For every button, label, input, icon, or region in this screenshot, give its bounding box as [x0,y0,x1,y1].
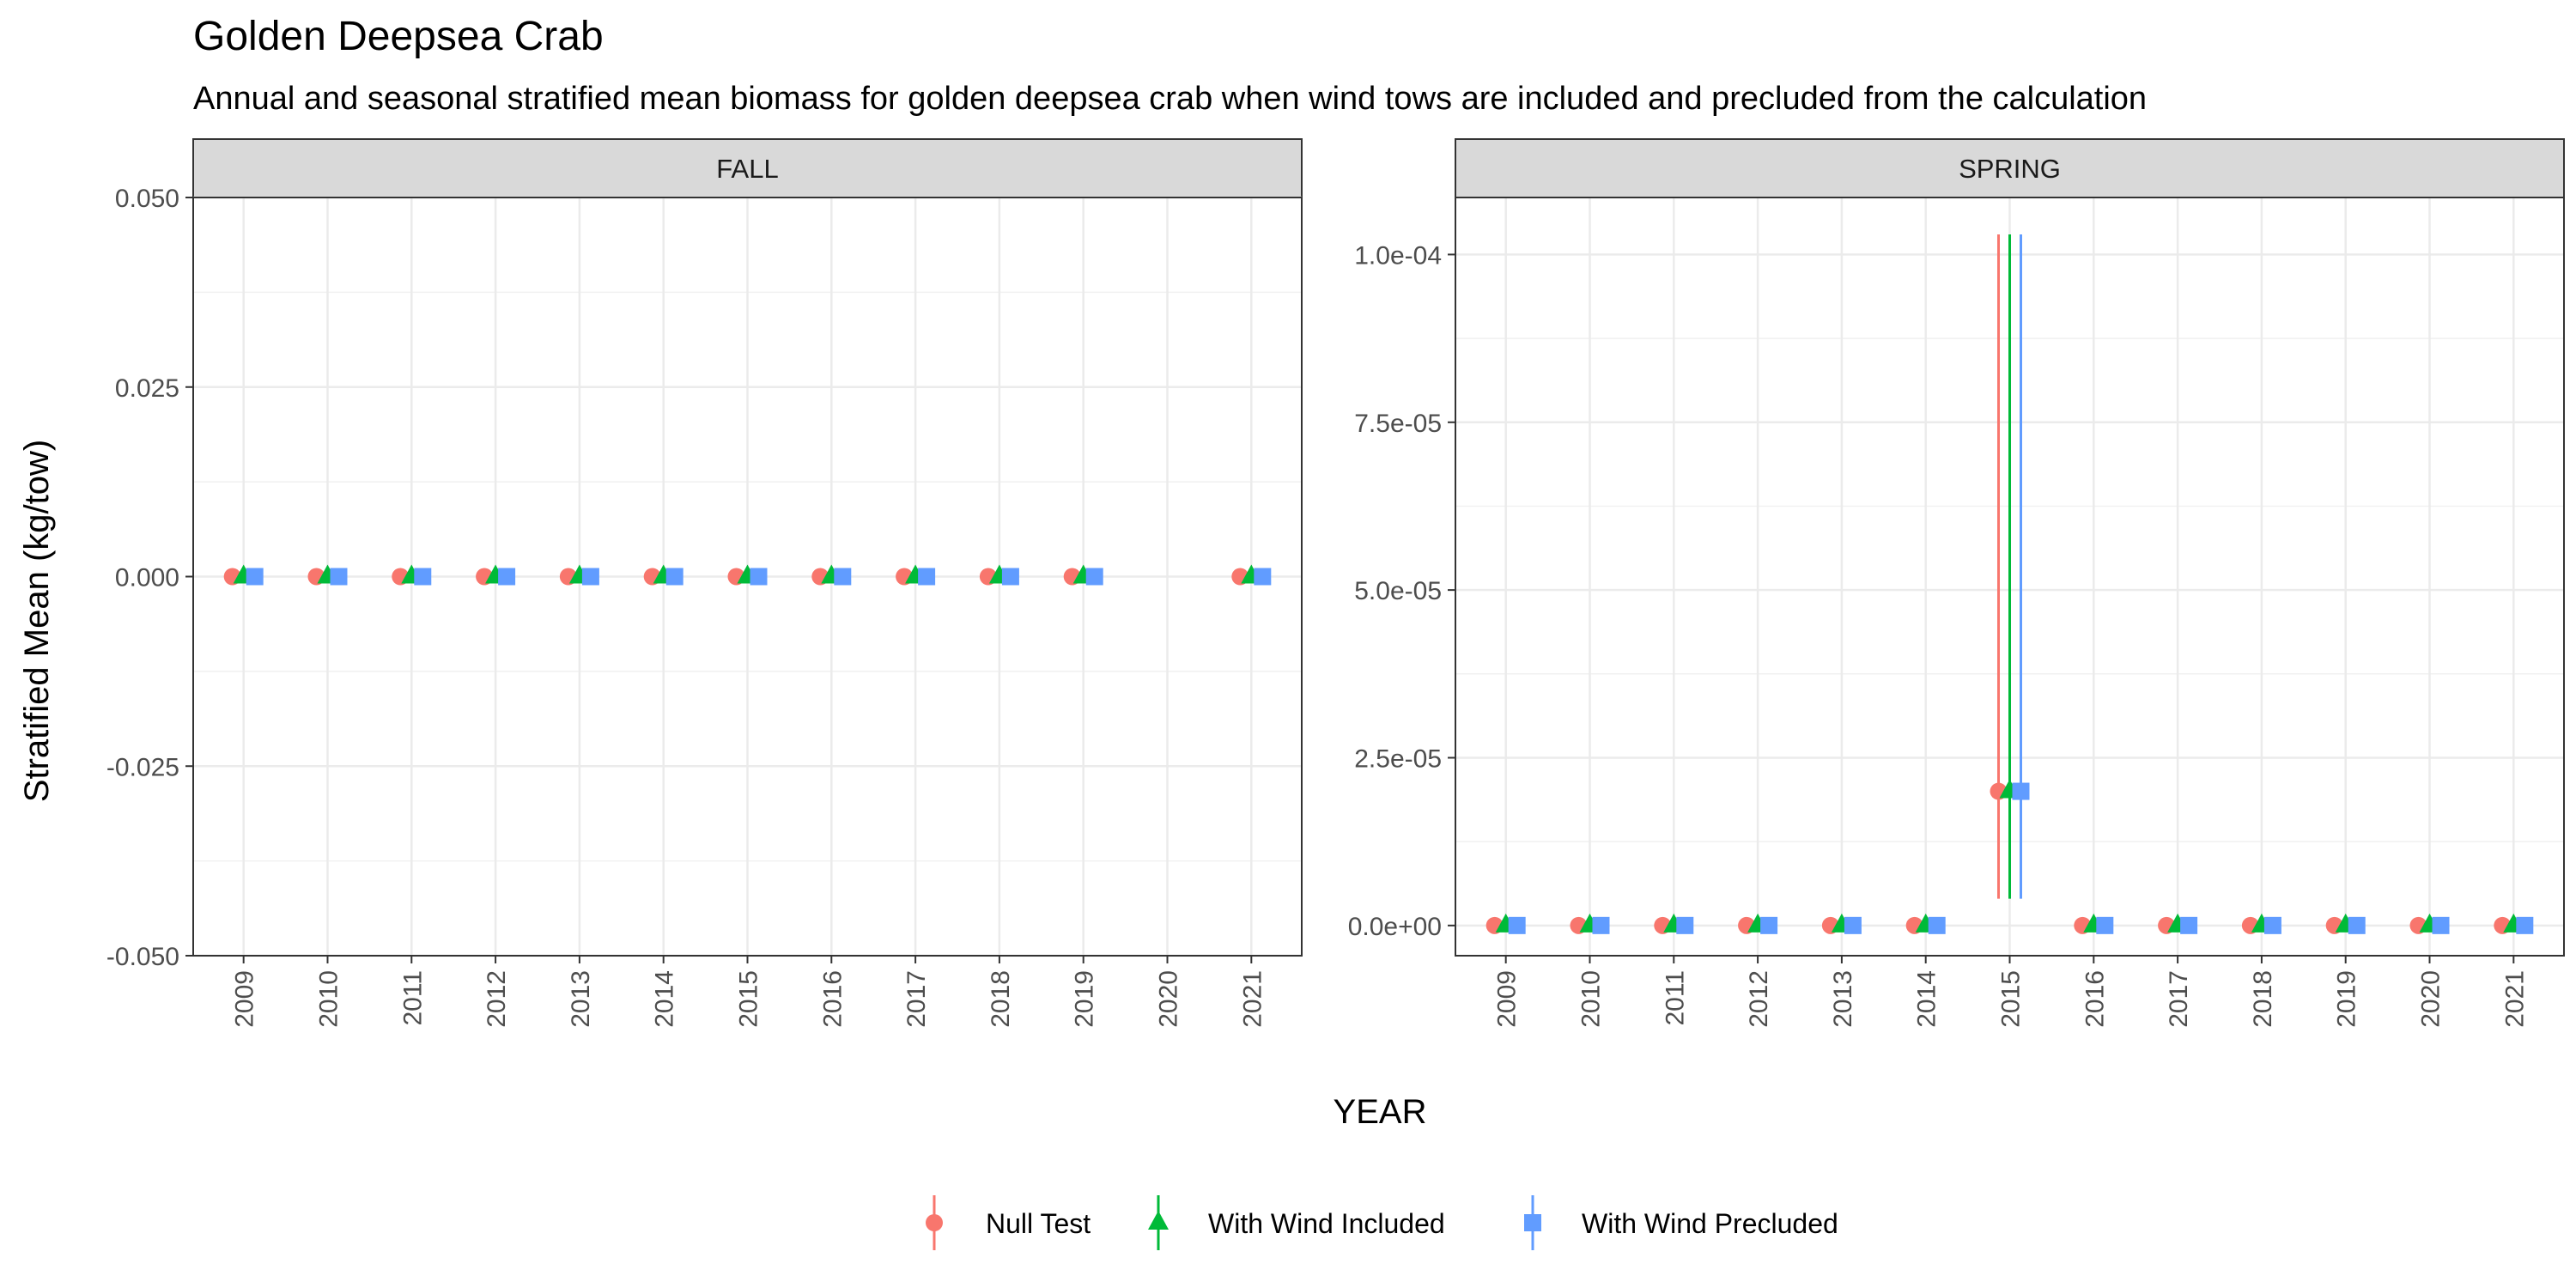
x-tick-label: 2011 [398,970,427,1026]
data-point [1254,568,1272,586]
data-point [2432,916,2450,934]
x-tick-label: 2011 [1661,970,1689,1026]
data-point [414,568,432,586]
x-tick-label: 2015 [1997,970,2026,1028]
x-tick-label: 2013 [567,970,595,1028]
x-tick-label: 2019 [1071,970,1099,1028]
data-point [1592,916,1610,934]
facet-label-fall: FALL [716,154,778,184]
x-tick-label: 2018 [2249,970,2277,1028]
data-point [1844,916,1862,934]
legend-key-marker [926,1214,943,1231]
chart-subtitle: Annual and seasonal stratified mean biom… [193,81,2147,117]
y-tick-label: 5.0e-05 [1354,577,1442,605]
x-tick-label: 2012 [483,970,511,1028]
data-point [834,568,852,586]
y-tick-label: 7.5e-05 [1354,410,1442,438]
data-point [2263,916,2281,934]
series-null-test [1485,234,2512,934]
legend-item-with-wind-included: With Wind Included [1148,1195,1445,1250]
x-tick-label: 2010 [314,970,343,1028]
x-tick-label: 2016 [818,970,847,1028]
y-tick-label: 0.050 [115,185,179,213]
data-point [246,568,264,586]
legend-key-marker [1524,1214,1541,1231]
panel-spring: SPRING 0.0e+00 2.5e-05 5.0e-05 7.5e-05 1.0e-0… [1348,138,2565,1028]
x-tick-label: 2015 [735,970,763,1028]
x-axis-title: YEAR [1334,1093,1427,1131]
data-point [330,568,348,586]
data-point [2516,916,2534,934]
x-tick-label: 2010 [1577,970,1605,1028]
x-tick-label: 2020 [1155,970,1183,1028]
data-point [498,568,516,586]
y-tick-label: 0.0e+00 [1348,913,1442,941]
legend-item-null-test: Null Test [926,1195,1091,1250]
data-point [918,568,936,586]
y-tick-label: -0.050 [106,943,179,971]
data-point [1928,916,1946,934]
data-point [2348,916,2366,934]
legend-label: With Wind Precluded [1582,1208,1838,1239]
data-point [1676,916,1694,934]
data-point [581,568,599,586]
facet-strip-fall [192,138,1303,198]
data-point [1001,568,1019,586]
series-with-wind-precluded [246,568,1272,586]
legend-label: Null Test [986,1208,1091,1239]
data-point [1508,916,1526,934]
x-tick-label: 2017 [2165,970,2193,1028]
y-tick-label: 0.000 [115,564,179,592]
panel-fall: FALL -0.050 -0.025 0.000 0.025 0.050 2009 2010 2… [106,138,1303,1028]
y-tick-label: -0.025 [106,753,179,781]
y-tick-label: 1.0e-04 [1354,241,1442,270]
x-tick-label: 2014 [651,970,679,1028]
data-point [2180,916,2198,934]
legend-label: With Wind Included [1208,1208,1445,1239]
x-tick-label: 2019 [2333,970,2361,1028]
x-tick-label: 2013 [1829,970,1857,1028]
x-tick-label: 2020 [2417,970,2445,1028]
series-with-wind-included [1495,234,2524,933]
legend: Null Test With Wind Included With Wind Pre… [926,1195,1838,1250]
legend-key-marker [1148,1211,1169,1230]
x-tick-label: 2017 [902,970,931,1028]
data-point [665,568,683,586]
data-point [2012,782,2030,800]
y-tick-label: 0.025 [115,374,179,403]
x-tick-label: 2016 [2081,970,2109,1028]
panel-border [192,197,1303,957]
x-tick-label: 2014 [1913,970,1941,1028]
data-point [1760,916,1778,934]
data-point [750,568,768,586]
x-tick-label: 2021 [1238,970,1267,1028]
x-tick-label: 2021 [2500,970,2529,1028]
x-tick-label: 2012 [1745,970,1773,1028]
facet-label-spring: SPRING [1959,154,2061,184]
series-with-wind-included [233,564,1262,584]
panels: FALL -0.050 -0.025 0.000 0.025 0.050 2009 2010 2… [106,138,2565,1028]
data-point [2096,916,2114,934]
y-axis-title: Stratified Mean (kg/tow) [18,440,56,802]
x-tick-label: 2018 [987,970,1015,1028]
data-point [1085,568,1103,586]
x-tick-label: 2009 [1493,970,1522,1028]
x-tick-label: 2009 [231,970,259,1028]
series-with-wind-precluded [1508,234,2534,934]
panel-border [1455,197,2565,957]
legend-item-with-wind-precluded: With Wind Precluded [1524,1195,1838,1250]
facet-strip-spring [1455,138,2565,198]
y-tick-label: 2.5e-05 [1354,744,1442,773]
chart-title: Golden Deepsea Crab [193,14,604,59]
